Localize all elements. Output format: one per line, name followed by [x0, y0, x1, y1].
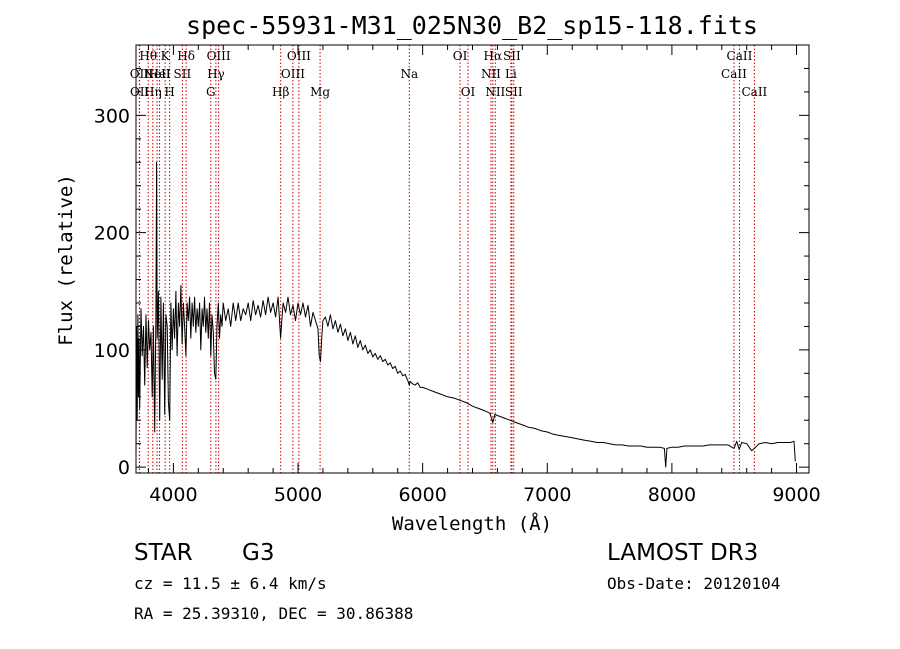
emission-line-label: Mg [310, 85, 330, 99]
x-tick-label: 6000 [398, 484, 446, 506]
plot-frame [135, 44, 810, 474]
emission-line-label: SII [174, 67, 192, 81]
emission-line-label: G [206, 85, 216, 99]
emission-line-label: SII [503, 49, 521, 63]
emission-line-label: OIII [281, 67, 305, 81]
survey-name: LAMOST DR3 [607, 540, 758, 566]
emission-line-label: Hδ [177, 49, 195, 63]
emission-line-label: Li [505, 67, 517, 81]
emission-line-label: OIII [207, 49, 231, 63]
object-class: STAR [134, 540, 193, 566]
coordinates-readout: RA = 25.39310, DEC = 30.86388 [134, 604, 413, 623]
emission-line-label: OIII [287, 49, 311, 63]
emission-line-label: SII [505, 85, 523, 99]
x-tick-label: 5000 [274, 484, 322, 506]
x-tick-label: 8000 [648, 484, 696, 506]
emission-line-label: Na [400, 67, 418, 81]
emission-line-label: Hθ [139, 49, 157, 63]
emission-line-label: Hγ [207, 67, 225, 81]
x-tick-label: 4000 [149, 484, 197, 506]
axis-tick-labels: 4000 5000 6000 7000 8000 9000 0 100 200 300 [94, 105, 821, 506]
emission-line-label: CaII [741, 85, 767, 99]
spectrum-line [135, 161, 796, 468]
y-tick-label: 0 [118, 457, 130, 479]
emission-line-label: Hη [144, 85, 162, 99]
emission-line-label: OI [453, 49, 468, 63]
x-tick-label: 9000 [772, 484, 820, 506]
y-axis-label: Flux (relative) [55, 174, 77, 346]
emission-line-label: Hβ [272, 85, 289, 99]
redshift-readout: cz = 11.5 ± 6.4 km/s [134, 574, 327, 593]
obs-date: Obs-Date: 20120104 [607, 574, 780, 593]
emission-line-markers [138, 45, 755, 473]
x-axis-label: Wavelength (Å) [392, 512, 552, 535]
x-tick-label: 7000 [523, 484, 571, 506]
chart-title: spec-55931-M31_025N30_B2_sp15-118.fits [186, 11, 758, 40]
emission-line-label: NII [481, 67, 501, 81]
emission-line-label: NII [485, 85, 505, 99]
emission-line-label: Hα [484, 49, 503, 63]
emission-line-label: CaII [727, 49, 753, 63]
emission-line-label: H [164, 85, 174, 99]
emission-line-label: NeII [144, 67, 171, 81]
emission-line-label: K [161, 49, 171, 63]
emission-line-label: OII [130, 67, 150, 81]
emission-line-labels: OIIOIIHθHηNeIIHeIKHSIIHδGHγOIIIHβOIIIOII… [130, 49, 768, 99]
emission-line-label: OI [461, 85, 476, 99]
axis-ticks [136, 45, 809, 473]
y-tick-label: 100 [94, 340, 130, 362]
spectral-subclass: G3 [242, 540, 274, 566]
y-tick-label: 300 [94, 105, 130, 127]
emission-line-label: CaII [721, 67, 747, 81]
y-tick-label: 200 [94, 223, 130, 245]
spectrum-layer [135, 161, 796, 468]
emission-line-label: HeI [148, 67, 171, 81]
